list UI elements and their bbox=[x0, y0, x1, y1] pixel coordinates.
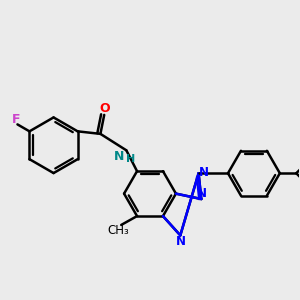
Text: N: N bbox=[114, 150, 124, 163]
Text: N: N bbox=[197, 187, 207, 200]
Text: H: H bbox=[125, 154, 135, 164]
Text: O: O bbox=[100, 102, 110, 116]
Text: F: F bbox=[12, 113, 20, 126]
Text: N: N bbox=[199, 166, 209, 179]
Text: CH₃: CH₃ bbox=[108, 224, 130, 237]
Text: N: N bbox=[176, 235, 186, 248]
